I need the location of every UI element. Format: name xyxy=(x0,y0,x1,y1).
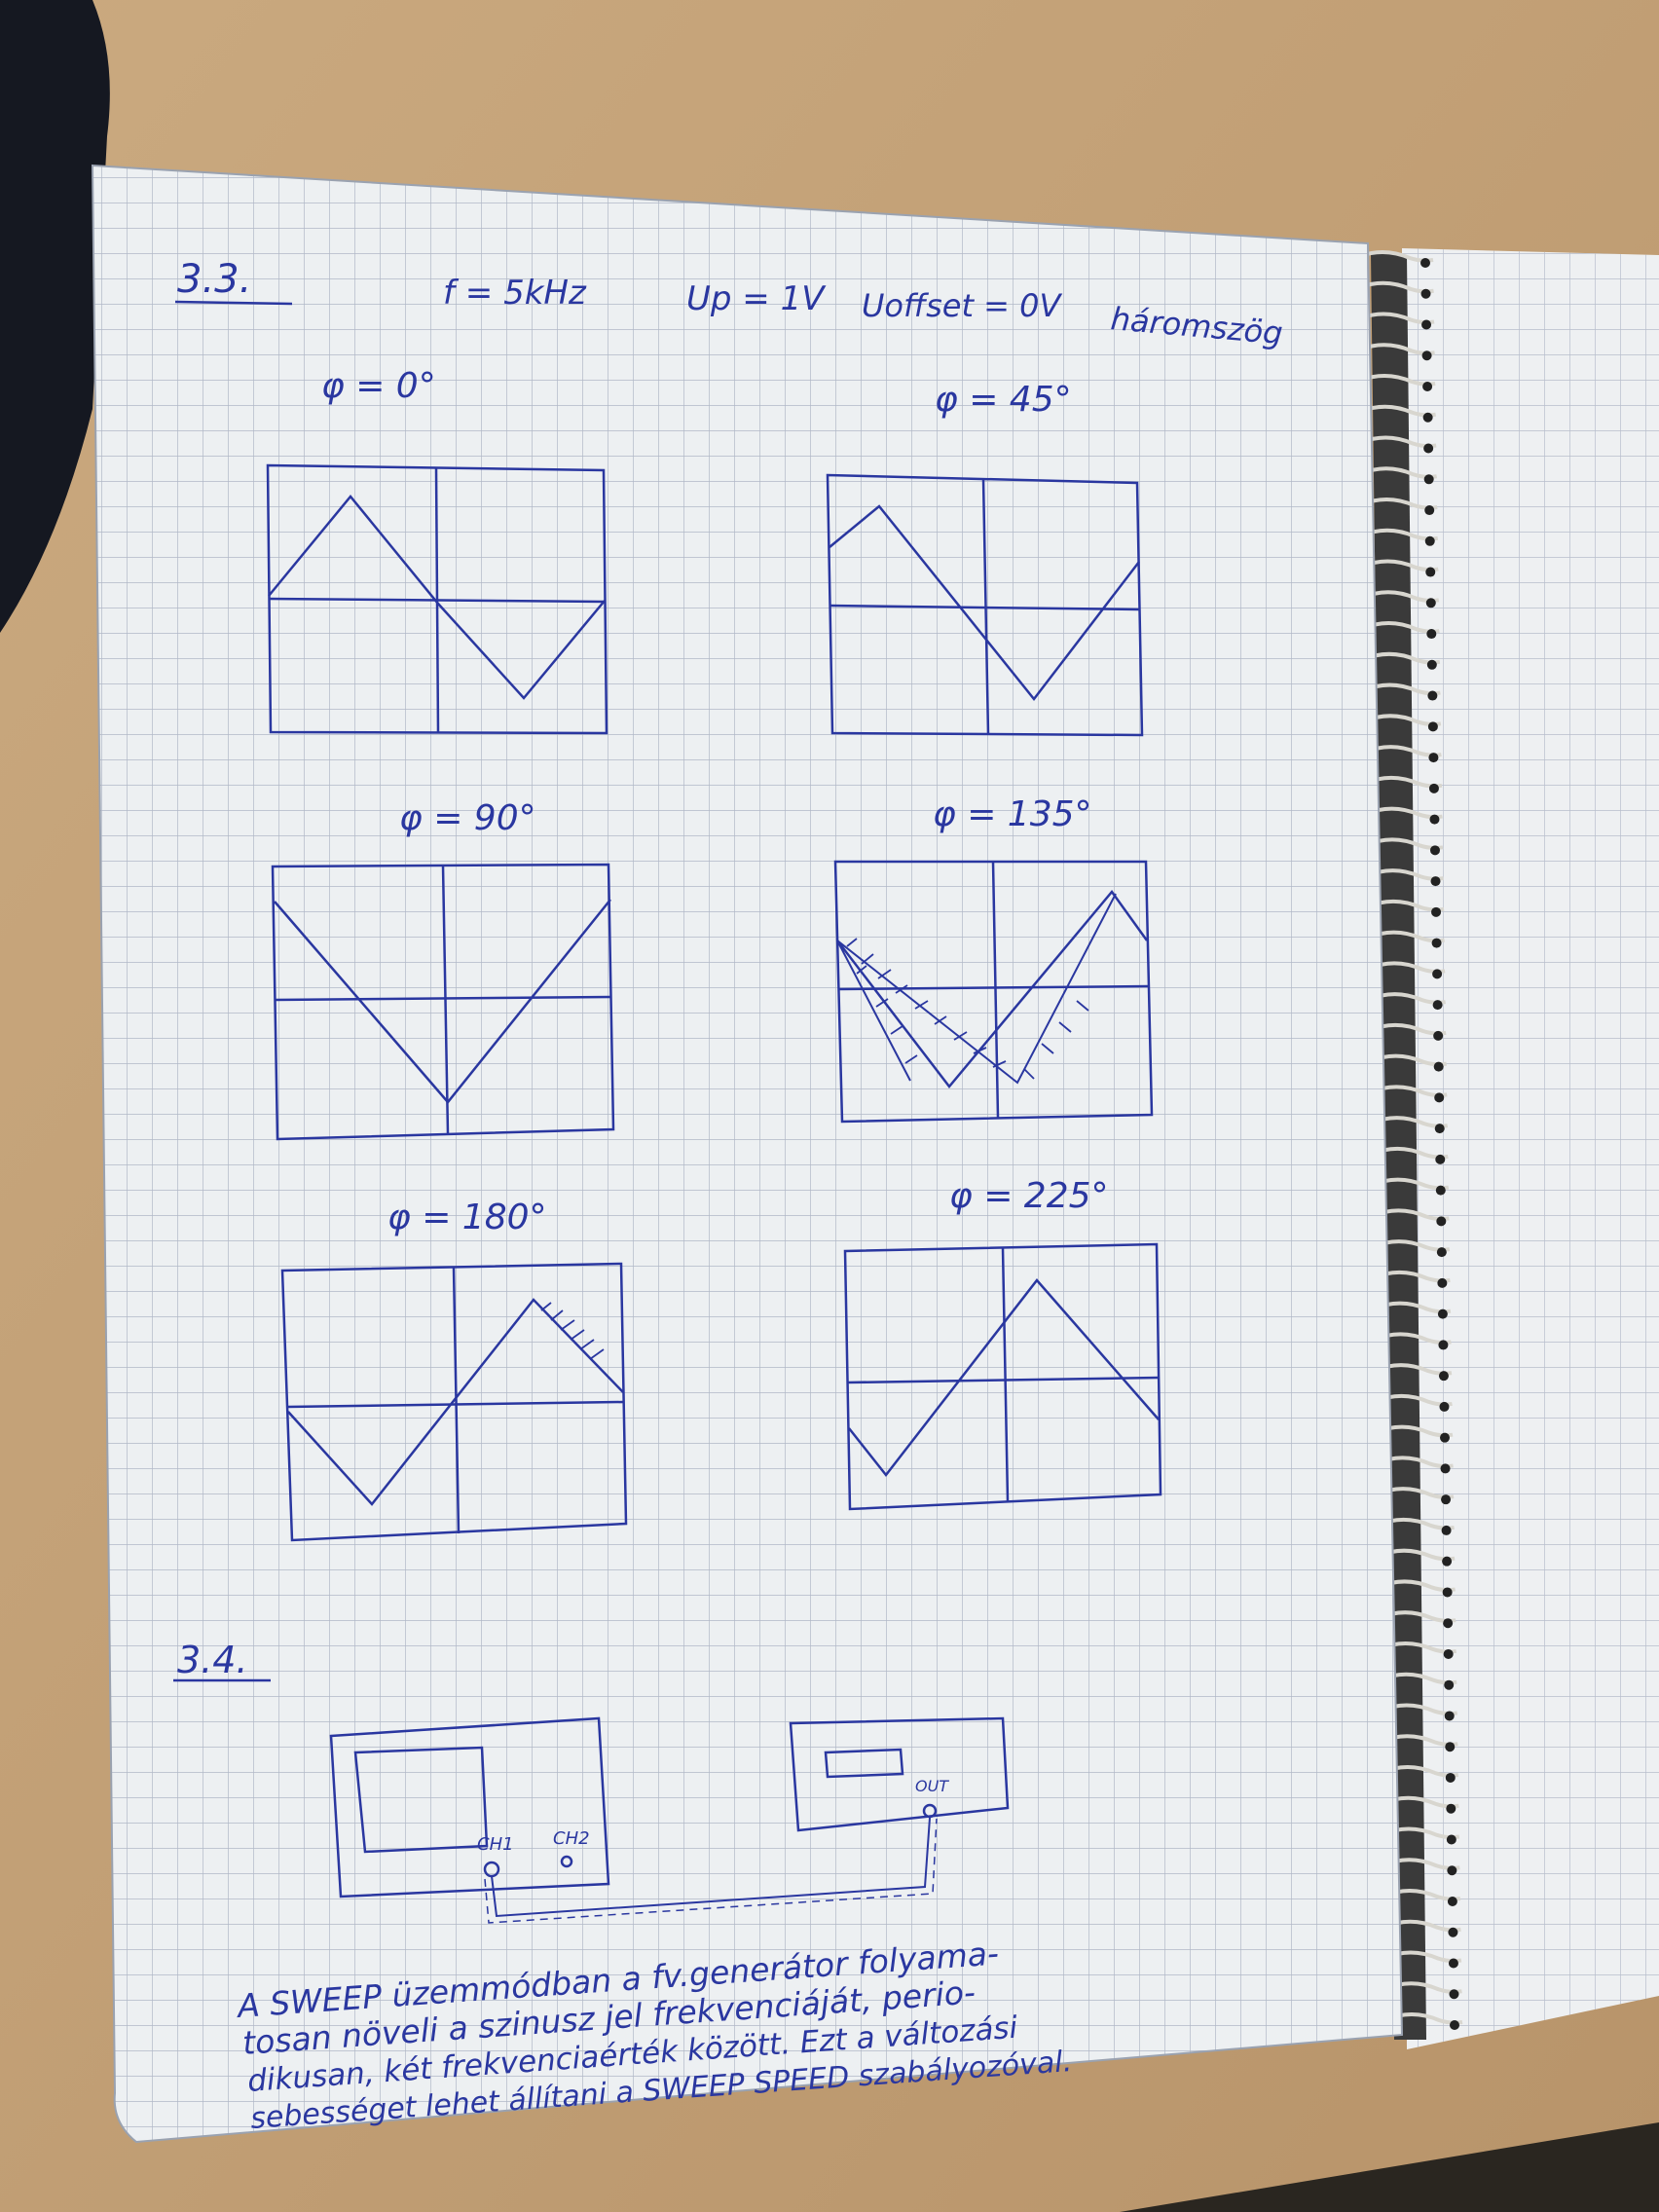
desk-edge-shadow xyxy=(1120,2122,1659,2212)
scope-plot-135 xyxy=(833,860,1154,1124)
binding-hole xyxy=(1424,535,1435,546)
binding-hole xyxy=(1432,1000,1443,1011)
binding-hole xyxy=(1435,1154,1446,1164)
binding-hole xyxy=(1430,876,1441,887)
binding-hole xyxy=(1427,721,1438,732)
binding-hole xyxy=(1420,258,1430,268)
binding-hole xyxy=(1443,1648,1454,1659)
binding-hole xyxy=(1449,1989,1459,2000)
plot-label-180: φ = 180° xyxy=(387,1198,547,1237)
binding-hole xyxy=(1438,1371,1449,1382)
binding-hole xyxy=(1422,412,1433,423)
binding-hole xyxy=(1431,938,1442,948)
offset-param: Uoffset = 0V xyxy=(862,287,1063,324)
binding-hole xyxy=(1448,1927,1458,1937)
binding-hole xyxy=(1433,1061,1444,1072)
scope-plot-45 xyxy=(826,473,1144,737)
binding-hole xyxy=(1438,1340,1449,1350)
section-3-3-header: 3.3. f = 5kHz Up = 1V Uoffset = 0V három… xyxy=(174,257,1284,351)
binding-hole xyxy=(1447,1865,1457,1876)
binding-hole xyxy=(1434,1092,1445,1103)
binding-hole xyxy=(1447,1896,1457,1906)
binding-hole xyxy=(1445,1742,1456,1752)
waveform-0 xyxy=(268,495,606,700)
binding-hole xyxy=(1435,1185,1446,1196)
waveform-180 xyxy=(287,1298,624,1506)
scope-plot-0 xyxy=(266,463,608,735)
binding-hole xyxy=(1437,1277,1448,1288)
binding-hole xyxy=(1430,845,1440,856)
binding-hole xyxy=(1426,659,1437,670)
binding-hole xyxy=(1432,969,1443,979)
plot-label-135: φ = 135° xyxy=(933,794,1092,834)
scope-plot-225 xyxy=(843,1242,1162,1511)
waveform-45 xyxy=(829,504,1140,702)
binding-hole xyxy=(1444,1679,1455,1690)
binding-hole xyxy=(1436,1216,1447,1227)
binding-hole xyxy=(1431,906,1442,917)
binding-hole xyxy=(1421,319,1432,330)
cable xyxy=(491,1817,931,1918)
binding-hole xyxy=(1446,1834,1456,1845)
binding-hole xyxy=(1448,1958,1458,1969)
binding-hole xyxy=(1441,1525,1452,1535)
waveform-135 xyxy=(836,889,1149,1089)
binding-hole xyxy=(1433,1030,1444,1041)
binding-hole xyxy=(1425,598,1436,608)
binding-hole xyxy=(1420,288,1431,299)
plot-label-225: φ = 225° xyxy=(949,1176,1109,1216)
binding-hole xyxy=(1442,1556,1453,1567)
binding-hole xyxy=(1440,1432,1450,1443)
binding-hole xyxy=(1423,474,1434,485)
plot-label-90: φ = 90° xyxy=(399,798,536,838)
scope-plot-180 xyxy=(280,1262,628,1542)
binding-hole xyxy=(1442,1587,1453,1598)
binding-hole xyxy=(1437,1309,1448,1319)
binding-hole xyxy=(1426,629,1437,640)
right-page xyxy=(1402,248,1659,2049)
plot-label-45: φ = 45° xyxy=(935,380,1072,420)
section-3-3-number: 3.3. xyxy=(177,257,251,302)
binding-hole xyxy=(1450,2020,1459,2030)
ch2-label: CH2 xyxy=(553,1828,590,1849)
section-3-4-number: 3.4. xyxy=(177,1639,248,1681)
binding-hole xyxy=(1429,814,1440,825)
binding-hole xyxy=(1427,690,1438,701)
binding-hole xyxy=(1441,1494,1452,1505)
binding-hole xyxy=(1443,1618,1454,1629)
binding-hole xyxy=(1445,1772,1456,1783)
waveform-90 xyxy=(274,899,611,1104)
binding-hole xyxy=(1440,1463,1451,1474)
binding-hole xyxy=(1434,1124,1445,1134)
binding-hole xyxy=(1421,350,1432,361)
function-generator-drawing: OUT xyxy=(789,1716,1010,1832)
binding-hole xyxy=(1444,1711,1455,1721)
ch1-label: CH1 xyxy=(477,1834,514,1855)
binding-hole xyxy=(1436,1247,1447,1258)
scope-plot-90 xyxy=(271,863,615,1141)
plot-label-0: φ = 0° xyxy=(321,366,436,406)
notebook-page xyxy=(91,164,1404,2144)
binding-hole xyxy=(1422,382,1433,392)
frequency-param: f = 5kHz xyxy=(443,274,587,313)
binding-hole xyxy=(1446,1803,1456,1814)
amplitude-param: Up = 1V xyxy=(686,279,827,318)
out-label: OUT xyxy=(915,1777,949,1795)
waveform-225 xyxy=(848,1278,1160,1478)
binding-hole xyxy=(1428,753,1439,763)
binding-hole xyxy=(1425,567,1436,577)
binding-hole xyxy=(1424,505,1435,516)
binding-hole xyxy=(1428,783,1439,793)
dark-object xyxy=(0,0,110,633)
binding-hole xyxy=(1423,443,1434,454)
binding-strip xyxy=(1371,253,1426,2040)
binding-hole xyxy=(1439,1401,1450,1412)
